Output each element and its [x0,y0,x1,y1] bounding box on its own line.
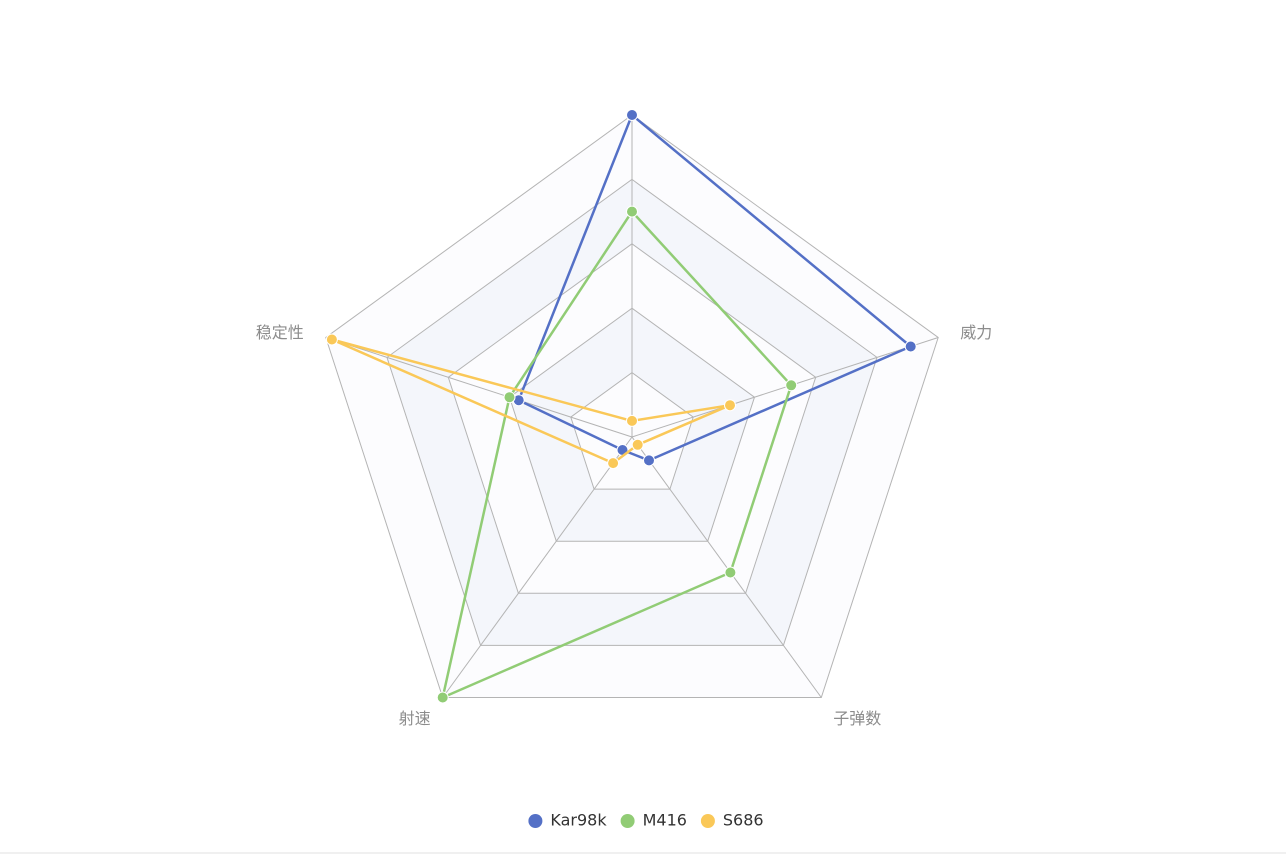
data-point-S686-1[interactable] [724,399,736,412]
series-layer [325,109,917,704]
legend-item-Kar98k[interactable]: Kar98k [528,811,607,830]
axis-label-1: 威力 [960,323,992,342]
series-line-S686 [330,338,732,465]
split-line-2 [508,307,756,542]
axis-lines [325,115,939,698]
legend-label-M416: M416 [643,811,687,830]
data-point-Kar98k-1[interactable] [904,340,917,353]
legend-label-S686: S686 [723,811,764,830]
legend-marker-M416 [620,814,635,828]
data-point-Kar98k-0[interactable] [626,109,638,121]
split-line-1 [570,371,694,490]
axis-label-4: 稳定性 [256,323,304,342]
data-point-S686-0[interactable] [626,414,638,427]
series-M416[interactable] [436,205,798,704]
axis-label-2: 子弹数 [833,709,881,728]
split-line-4 [386,178,878,646]
legend-item-M416[interactable]: M416 [620,811,687,830]
legend-marker-S686 [700,814,715,828]
legend[interactable]: Kar98k M416 S686 [528,811,764,830]
data-point-S686-2[interactable] [631,438,644,451]
legend-item-S686[interactable]: S686 [700,811,764,830]
axis-line-2 [631,436,822,698]
axis-line-3 [442,436,633,698]
data-point-M416-2[interactable] [724,566,737,579]
bottom-divider [0,852,1286,854]
legend-label-Kar98k: Kar98k [550,811,607,830]
data-point-M416-4[interactable] [503,391,516,404]
axis-label-3: 射速 [399,709,431,728]
axis-line-1 [631,337,939,438]
series-line-M416 [441,210,793,699]
data-point-M416-1[interactable] [785,379,798,392]
split-line-3 [447,243,817,594]
data-point-S686-4[interactable] [325,333,338,346]
split-line-5 [325,114,939,698]
data-point-S686-3[interactable] [607,457,620,470]
data-point-M416-0[interactable] [626,205,638,218]
data-point-M416-3[interactable] [436,691,449,704]
split-lines [325,114,939,698]
data-point-Kar98k-2[interactable] [643,454,655,467]
axis-line-4 [325,337,633,438]
series-S686[interactable] [325,333,736,470]
legend-marker-Kar98k [528,814,543,828]
